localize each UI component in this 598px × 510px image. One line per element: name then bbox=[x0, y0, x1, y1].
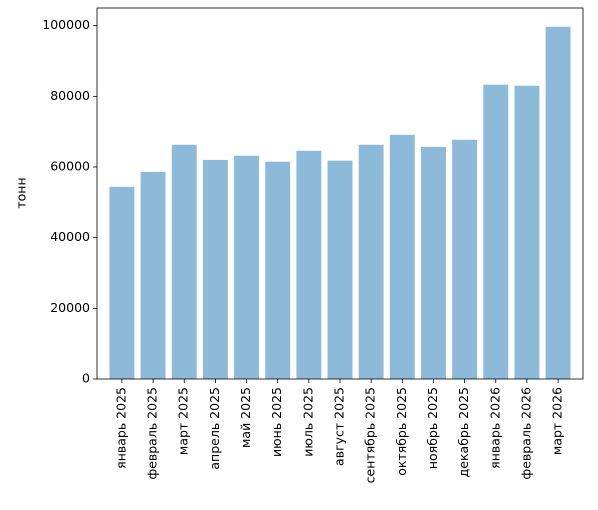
plot-frame bbox=[96, 7, 584, 380]
x-tick-label: февраль 2026 bbox=[518, 387, 533, 480]
bar bbox=[389, 134, 415, 379]
bar bbox=[358, 144, 384, 379]
bar bbox=[296, 150, 322, 379]
bar bbox=[265, 161, 291, 379]
bar bbox=[140, 171, 166, 379]
x-tick-label: октябрь 2025 bbox=[394, 387, 409, 476]
x-tick-label: январь 2026 bbox=[487, 387, 502, 469]
y-tick-label: 40000 bbox=[50, 229, 90, 244]
bar bbox=[202, 159, 228, 379]
y-tick-label: 80000 bbox=[50, 88, 90, 103]
x-tick-label: ноябрь 2025 bbox=[425, 387, 440, 469]
x-tick-label: январь 2025 bbox=[113, 387, 128, 469]
y-tick-label: 100000 bbox=[42, 17, 90, 32]
bar bbox=[171, 144, 197, 379]
bar bbox=[514, 85, 540, 379]
x-tick-label: май 2025 bbox=[238, 387, 253, 448]
y-tick-label: 0 bbox=[82, 371, 90, 386]
x-tick-label: август 2025 bbox=[332, 387, 347, 466]
bar bbox=[327, 160, 353, 379]
x-tick-label: апрель 2025 bbox=[207, 387, 222, 470]
y-tick-label: 60000 bbox=[50, 159, 90, 174]
x-tick-label: февраль 2025 bbox=[145, 387, 160, 479]
bar bbox=[109, 186, 135, 379]
x-tick-label: декабрь 2025 bbox=[456, 387, 471, 477]
x-tick-label: март 2026 bbox=[550, 387, 565, 455]
y-tick-label: 20000 bbox=[50, 300, 90, 315]
bar bbox=[421, 146, 446, 379]
x-tick-label: сентябрь 2025 bbox=[363, 387, 378, 483]
x-tick-label: июнь 2025 bbox=[269, 387, 284, 457]
x-tick-label: март 2025 bbox=[176, 387, 191, 455]
bar bbox=[483, 84, 509, 379]
y-axis-label: тонн bbox=[14, 177, 29, 208]
bar bbox=[545, 26, 571, 380]
bar bbox=[452, 139, 478, 379]
x-tick-label: июль 2025 bbox=[300, 387, 315, 457]
bar bbox=[234, 155, 259, 379]
